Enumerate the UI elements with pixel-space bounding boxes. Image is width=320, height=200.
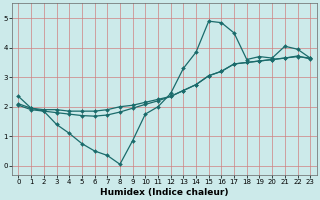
X-axis label: Humidex (Indice chaleur): Humidex (Indice chaleur) — [100, 188, 228, 197]
